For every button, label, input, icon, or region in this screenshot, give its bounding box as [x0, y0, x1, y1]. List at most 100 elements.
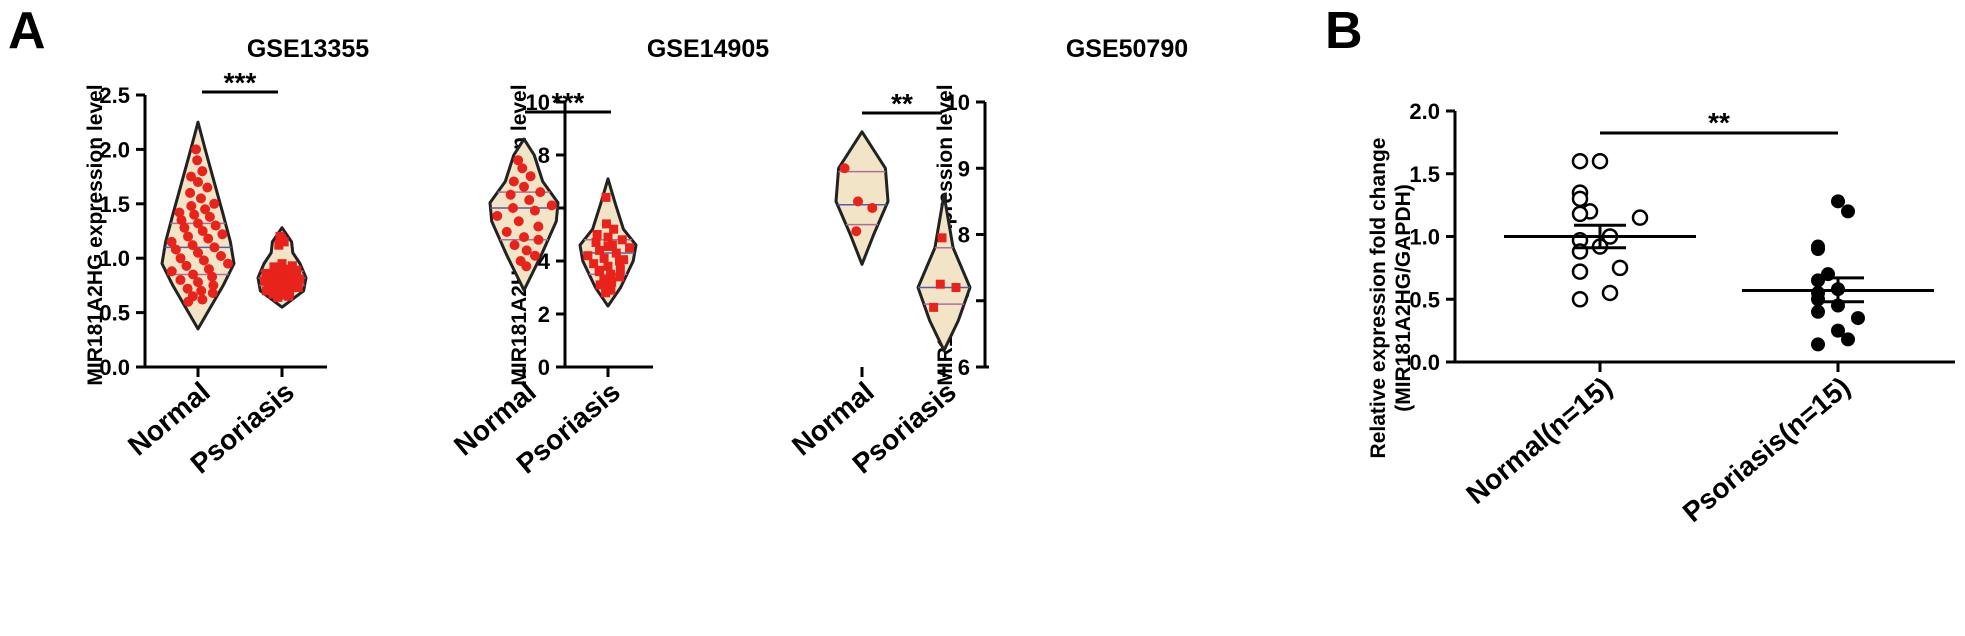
y-tick-label: 10 [946, 90, 970, 115]
data-point [1611, 259, 1629, 277]
data-point [193, 177, 203, 188]
y-axis-label-line1: Relative expression fold change [1367, 138, 1390, 459]
data-point [589, 259, 599, 269]
y-axis-label: MIR181A2HG expression level [84, 84, 107, 385]
data-point [189, 209, 200, 220]
data-point [492, 210, 503, 221]
panel-label-a: A [8, 2, 46, 60]
data-point [174, 207, 185, 218]
data-point [509, 240, 520, 251]
data-point [261, 286, 271, 296]
data-point [609, 224, 619, 234]
data-point [181, 260, 192, 271]
data-point [1571, 205, 1589, 223]
data-point [1841, 332, 1855, 347]
data-point [501, 226, 512, 237]
data-point [533, 234, 544, 245]
data-point [1811, 304, 1825, 319]
y-tick-label: 0.0 [99, 355, 130, 380]
data-point [1591, 152, 1609, 170]
data-point [601, 192, 611, 202]
data-point [183, 231, 194, 242]
data-point [935, 279, 945, 289]
x-category-label: Psoriasis(n=15) [1677, 371, 1856, 528]
data-point [619, 255, 629, 265]
data-point [615, 272, 625, 282]
data-point [195, 193, 206, 204]
significance-label: ** [891, 88, 913, 119]
data-point [166, 266, 177, 277]
y-tick-label: 1.5 [99, 192, 130, 217]
data-point [867, 203, 878, 213]
data-point [611, 248, 621, 258]
data-point [208, 280, 219, 291]
data-point [601, 288, 611, 298]
data-point [198, 255, 209, 266]
data-point [594, 265, 604, 275]
data-point [179, 222, 190, 233]
data-point [203, 233, 214, 244]
y-tick-label: 0.5 [1409, 287, 1440, 312]
data-point [508, 176, 519, 187]
y-tick-label: 9 [958, 156, 970, 181]
data-point [851, 226, 862, 237]
data-point [273, 292, 283, 302]
data-point [215, 251, 226, 262]
data-point [197, 294, 208, 305]
data-point [209, 198, 220, 209]
data-point [937, 233, 947, 243]
data-point [292, 265, 302, 275]
data-point [601, 219, 611, 229]
panel-label-b: B [1325, 2, 1363, 60]
data-point [533, 221, 544, 232]
violin-chart-gse13355: GSE13355 MIR181A2HG expression level 0.0… [84, 35, 369, 480]
data-point [192, 155, 203, 166]
data-point [1601, 284, 1619, 302]
data-point [524, 195, 535, 206]
y-tick-label: 0.5 [99, 301, 130, 326]
data-point [203, 264, 214, 275]
data-point [186, 171, 197, 182]
data-point [929, 302, 939, 312]
data-point [606, 285, 616, 295]
data-point [1571, 190, 1589, 208]
violin-chart-gse50790: GSE50790 MIR181A2HG expression level 678… [786, 35, 1188, 480]
data-point [1631, 209, 1649, 226]
data-point [175, 274, 186, 285]
data-point [277, 259, 287, 269]
data-point [603, 261, 613, 271]
y-tick-label: 1.0 [1409, 225, 1440, 250]
chart-title: GSE50790 [1066, 35, 1188, 63]
violin-body [916, 193, 972, 352]
data-point [170, 244, 181, 255]
violin-chart-gse14905: GSE14905 MIR181A2HG expression level 024… [448, 35, 769, 480]
data-point [274, 240, 284, 250]
y-tick-label: 0.0 [1409, 350, 1440, 375]
data-point [839, 163, 850, 174]
data-point [603, 232, 613, 242]
data-point [183, 296, 194, 307]
data-point [513, 216, 524, 227]
data-point [200, 204, 211, 215]
data-point [530, 250, 540, 261]
data-point [191, 144, 201, 155]
data-point [525, 171, 536, 182]
data-point [1811, 273, 1825, 288]
data-point [606, 269, 616, 279]
data-point [617, 235, 627, 245]
significance-label: *** [552, 87, 585, 118]
data-point [185, 187, 196, 198]
data-point [193, 277, 203, 288]
data-point [193, 247, 203, 258]
y-tick-label: 6 [958, 355, 970, 380]
data-point [595, 245, 605, 255]
data-point [1851, 311, 1865, 326]
data-point [591, 237, 601, 247]
data-point [529, 205, 540, 216]
data-point [603, 241, 613, 251]
y-tick-label: 1.0 [99, 246, 130, 271]
data-point [223, 258, 233, 269]
data-point [204, 211, 215, 222]
data-point [521, 261, 532, 272]
